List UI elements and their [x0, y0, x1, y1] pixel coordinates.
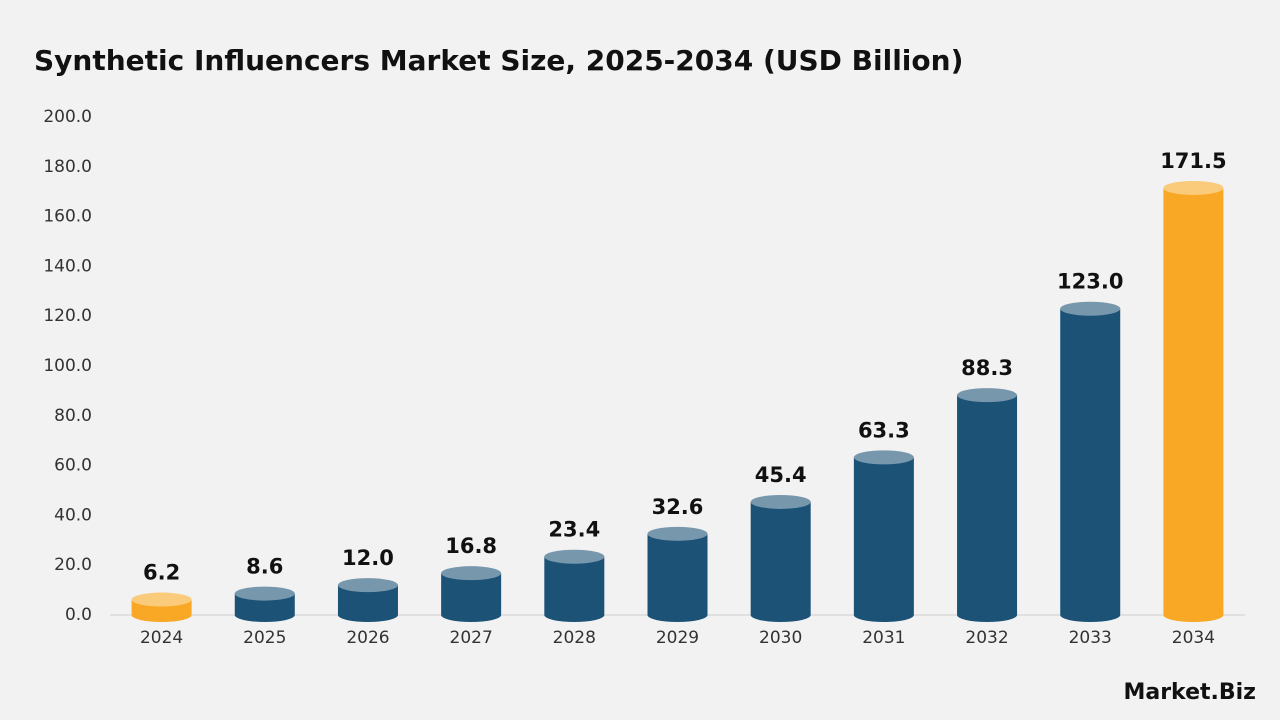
x-tick-label: 2034 — [1172, 628, 1215, 648]
x-tick-label: 2026 — [346, 628, 389, 648]
y-tick-label: 200.0 — [43, 107, 92, 127]
bar-top — [1163, 180, 1224, 195]
bar-top — [750, 494, 811, 509]
chart-title: Synthetic Influencers Market Size, 2025-… — [34, 44, 963, 77]
x-tick-label: 2033 — [1069, 628, 1112, 648]
bar — [750, 501, 811, 622]
x-tick-label: 2032 — [965, 628, 1008, 648]
y-tick-label: 120.0 — [43, 306, 92, 326]
value-label: 23.4 — [548, 518, 600, 542]
bar-top — [441, 566, 502, 581]
y-tick-label: 180.0 — [43, 157, 92, 177]
y-tick-label: 100.0 — [43, 356, 92, 376]
value-label: 6.2 — [143, 561, 180, 585]
bar — [234, 593, 295, 622]
value-label: 123.0 — [1057, 270, 1123, 294]
y-tick-label: 80.0 — [54, 406, 92, 426]
value-label: 63.3 — [858, 418, 910, 442]
y-tick-label: 0.0 — [65, 605, 92, 625]
value-label: 171.5 — [1160, 149, 1226, 173]
bar — [647, 533, 708, 622]
bar-top — [957, 388, 1018, 403]
x-tick-label: 2030 — [759, 628, 802, 648]
value-label: 88.3 — [961, 356, 1013, 380]
value-label: 45.4 — [755, 463, 807, 487]
bar — [337, 585, 398, 622]
bar-top — [544, 549, 605, 564]
y-tick-label: 160.0 — [43, 207, 92, 227]
bar — [544, 556, 605, 622]
bar — [957, 395, 1018, 622]
bar — [1163, 187, 1224, 622]
bar-top — [853, 450, 914, 465]
bar — [853, 457, 914, 622]
logo: Market.Biz — [1123, 680, 1256, 705]
x-tick-label: 2024 — [140, 628, 183, 648]
bar-top — [234, 586, 295, 601]
bar-top — [647, 526, 708, 541]
bar-top — [337, 578, 398, 593]
x-tick-label: 2027 — [450, 628, 493, 648]
y-tick-label: 140.0 — [43, 256, 92, 276]
x-tick-label: 2028 — [553, 628, 596, 648]
y-tick-label: 60.0 — [54, 456, 92, 476]
value-label: 16.8 — [445, 534, 497, 558]
x-tick-label: 2029 — [656, 628, 699, 648]
bar — [1060, 308, 1121, 622]
bar-top — [1060, 301, 1121, 316]
bar — [441, 573, 502, 622]
y-tick-label: 40.0 — [54, 505, 92, 525]
value-label: 8.6 — [246, 555, 283, 579]
y-tick-label: 20.0 — [54, 555, 92, 575]
x-tick-label: 2025 — [243, 628, 286, 648]
value-label: 32.6 — [652, 495, 704, 519]
bar-top — [131, 592, 192, 607]
x-tick-label: 2031 — [862, 628, 905, 648]
value-label: 12.0 — [342, 546, 394, 570]
